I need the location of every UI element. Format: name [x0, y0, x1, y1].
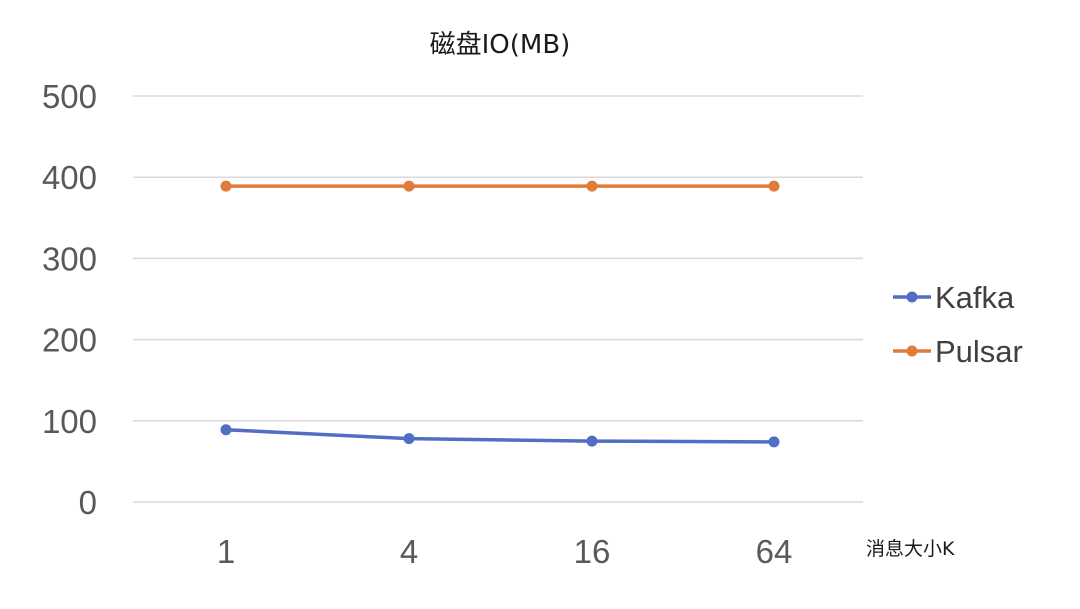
legend-label: Pulsar — [935, 334, 1023, 369]
legend-marker — [906, 291, 918, 303]
series — [220, 180, 780, 448]
data-point-pulsar — [768, 180, 780, 192]
series-kafka — [220, 424, 780, 448]
x-axis-label: 消息大小K — [866, 538, 955, 560]
data-point-pulsar — [403, 180, 415, 192]
x-tick-label: 4 — [400, 533, 418, 570]
legend-item-pulsar: Pulsar — [893, 334, 1023, 369]
series-pulsar — [220, 180, 780, 192]
x-tick-label: 64 — [756, 533, 793, 570]
y-tick-label: 400 — [42, 159, 97, 196]
y-tick-label: 100 — [42, 403, 97, 440]
data-point-pulsar — [220, 180, 232, 192]
y-tick-label: 200 — [42, 322, 97, 359]
legend-marker — [906, 345, 918, 357]
y-tick-label: 300 — [42, 240, 97, 277]
y-tick-label: 0 — [79, 484, 97, 521]
data-point-kafka — [586, 435, 598, 447]
y-axis-ticks: 0 100 200 300 400 500 — [42, 78, 97, 521]
chart-title: 磁盘IO(MB) — [430, 30, 571, 60]
x-axis-ticks: 1 4 16 64 — [217, 533, 793, 570]
series-line-kafka — [225, 427, 775, 444]
x-tick-label: 16 — [574, 533, 611, 570]
data-point-kafka — [220, 424, 232, 436]
data-point-pulsar — [586, 180, 598, 192]
x-tick-label: 1 — [217, 533, 235, 570]
y-tick-label: 500 — [42, 78, 97, 115]
data-point-kafka — [768, 436, 780, 448]
legend-item-kafka: Kafka — [893, 280, 1015, 315]
legend: Kafka Pulsar — [893, 280, 1023, 369]
legend-label: Kafka — [935, 280, 1015, 315]
data-point-kafka — [403, 433, 415, 445]
gridlines — [133, 95, 863, 503]
